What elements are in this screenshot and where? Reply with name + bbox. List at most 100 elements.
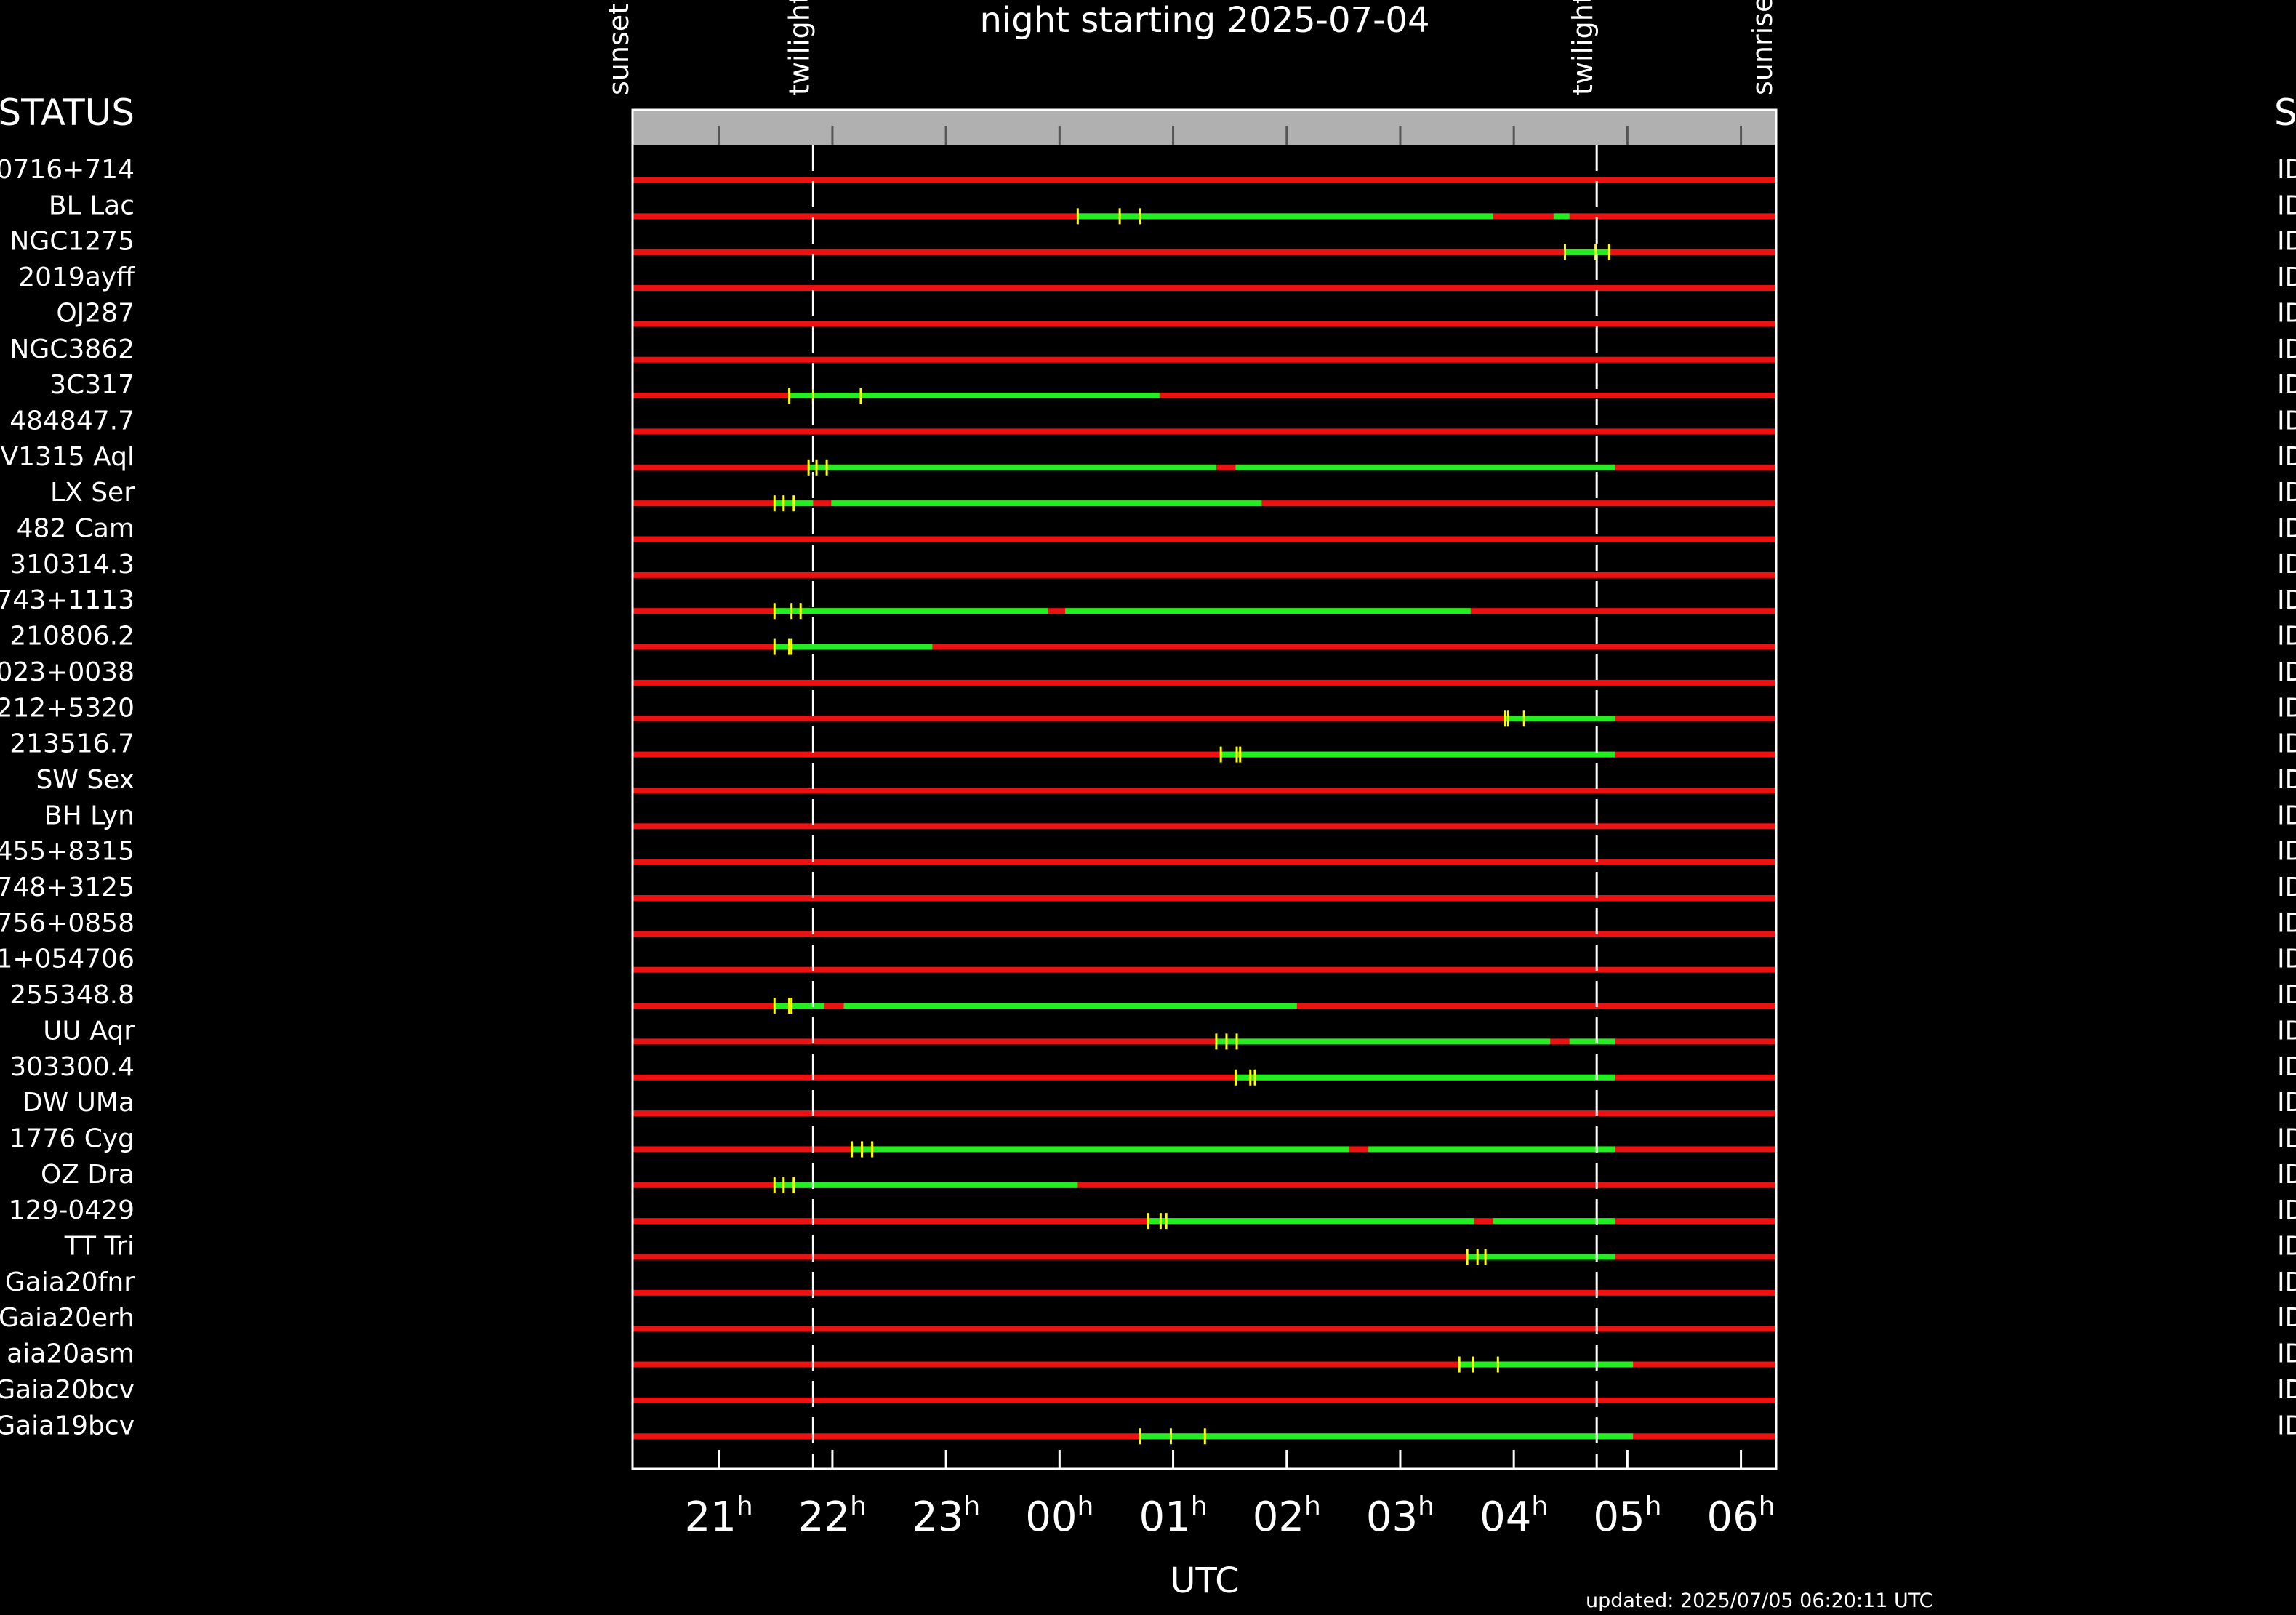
x-tick-number: 00 (1025, 1494, 1077, 1541)
observable-window (1235, 1074, 1615, 1081)
observable-window (1493, 1218, 1615, 1225)
row-name: 210806.2 (9, 622, 135, 652)
row-name: V1315 Aql (0, 442, 135, 472)
x-tick-number: 21 (685, 1494, 736, 1541)
time-band (633, 110, 1776, 145)
observable-window (831, 500, 1262, 507)
row-name: 455+8315 (0, 837, 135, 867)
row-status: ID (2277, 406, 2296, 436)
row-name: 303300.4 (9, 1052, 135, 1082)
x-tick-suffix: h (1759, 1491, 1775, 1521)
row-track (633, 716, 1776, 722)
row-track (633, 859, 1776, 865)
observable-window (1459, 1361, 1634, 1368)
left-header: STATUS (0, 92, 135, 134)
row-status: ID (2277, 1195, 2296, 1225)
row-name: OZ Dra (41, 1160, 135, 1190)
observable-window (1235, 464, 1615, 470)
x-tick-label: 04h (1480, 1491, 1548, 1541)
event-label: twilight (1567, 0, 1599, 95)
row-track (633, 321, 1776, 327)
observable-window (1467, 1254, 1615, 1260)
row-status: ID (2277, 1303, 2296, 1333)
row-track (633, 1289, 1776, 1296)
row-status: ID (2277, 1088, 2296, 1118)
row-status: ID (2277, 478, 2296, 508)
x-tick-suffix: h (850, 1491, 867, 1521)
row-name: 484847.7 (9, 406, 135, 436)
row-status: ID (2277, 873, 2296, 902)
x-tick-suffix: h (1077, 1491, 1094, 1521)
row-status: ID (2277, 801, 2296, 830)
row-status: ID (2277, 908, 2296, 938)
x-tick-label: 05h (1593, 1491, 1661, 1541)
row-track (633, 787, 1776, 793)
right-header: S (2274, 92, 2296, 134)
row-status: ID (2277, 1016, 2296, 1046)
row-name: 0716+714 (0, 155, 135, 185)
row-track (633, 249, 1776, 255)
row-track (633, 823, 1776, 830)
row-status: ID (2277, 1052, 2296, 1082)
x-tick-suffix: h (1531, 1491, 1548, 1521)
row-track (633, 177, 1776, 183)
row-name: 1+054706 (0, 945, 135, 974)
row-status: ID (2277, 334, 2296, 364)
row-name: SW Sex (36, 765, 135, 795)
x-tick-number: 04 (1480, 1494, 1531, 1541)
row-track (633, 428, 1776, 435)
x-tick-number: 22 (798, 1494, 850, 1541)
row-name: 129-0429 (9, 1195, 135, 1225)
x-tick-number: 05 (1593, 1494, 1645, 1541)
row-status: ID (2277, 1267, 2296, 1297)
row-status: ID (2277, 155, 2296, 185)
row-name: 212+5320 (0, 693, 135, 723)
row-name: Gaia19bcv (0, 1411, 135, 1440)
x-tick-label: 03h (1366, 1491, 1434, 1541)
x-tick-number: 01 (1139, 1494, 1190, 1541)
row-name: NGC1275 (9, 227, 135, 257)
row-track (633, 644, 1776, 650)
observable-window (774, 608, 1048, 614)
row-status: ID (2277, 693, 2296, 723)
observable-window (1569, 1038, 1615, 1045)
row-name: BH Lyn (44, 801, 135, 830)
x-tick-label: 01h (1139, 1491, 1207, 1541)
observable-window (1504, 716, 1615, 722)
event-label: sunrise (1746, 0, 1778, 95)
x-tick-number: 06 (1707, 1494, 1759, 1541)
row-name: 213516.7 (9, 729, 135, 759)
row-name: 743+1113 (0, 585, 135, 615)
row-track (633, 1110, 1776, 1117)
row-name: 255348.8 (9, 980, 135, 1010)
x-tick-label: 21h (685, 1491, 753, 1541)
row-name: 3C317 (49, 370, 135, 400)
plot-frame (631, 108, 1778, 1470)
row-status: ID (2277, 191, 2296, 220)
observable-window (1221, 751, 1615, 758)
row-status: ID (2277, 550, 2296, 580)
row-status: ID (2277, 227, 2296, 257)
row-status: ID (2277, 298, 2296, 328)
row-status: ID (2277, 263, 2296, 292)
observable-window (1077, 213, 1494, 220)
row-status: ID (2277, 1339, 2296, 1369)
row-track (633, 1074, 1776, 1081)
row-name: UU Aqr (43, 1016, 135, 1046)
x-tick-suffix: h (1645, 1491, 1662, 1521)
observable-window (1565, 249, 1610, 255)
row-name: aia20asm (7, 1339, 135, 1369)
row-name: 023+0038 (0, 657, 135, 687)
row-track (633, 931, 1776, 937)
row-track (633, 1254, 1776, 1260)
event-label: twilight (783, 0, 815, 95)
x-tick-label: 06h (1707, 1491, 1775, 1541)
row-status: ID (2277, 980, 2296, 1010)
row-track (633, 679, 1776, 686)
observable-window (851, 1146, 1349, 1153)
row-name: LX Ser (50, 478, 135, 508)
row-track (633, 572, 1776, 578)
row-track (633, 1397, 1776, 1403)
observable-window (789, 393, 1160, 399)
